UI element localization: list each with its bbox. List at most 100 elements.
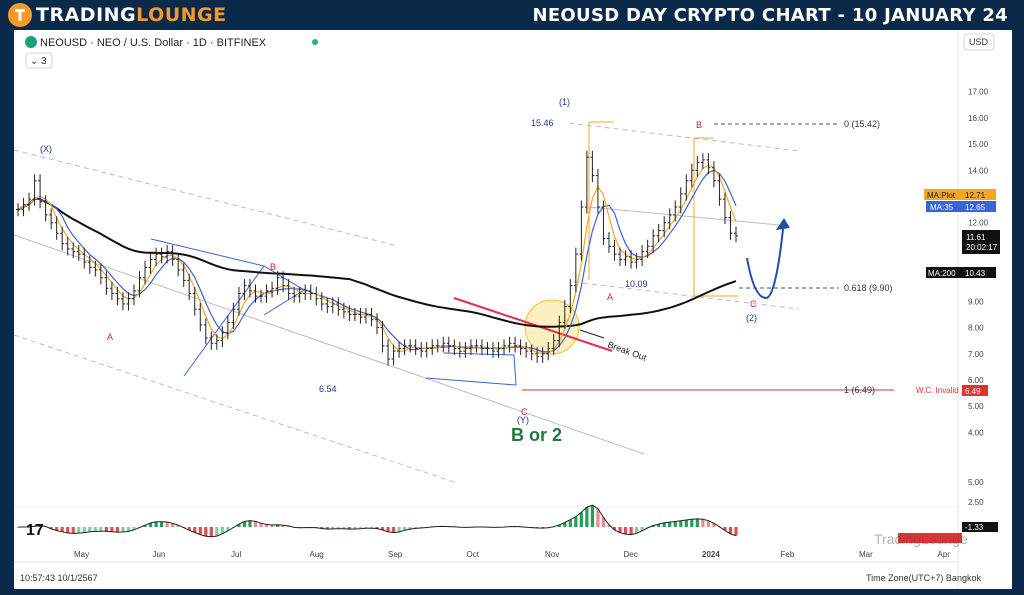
price-chart[interactable]: NEOUSD · NEO / U.S. Dollar · 1D · BITFIN… [14, 30, 1012, 589]
oscillator-bar [640, 527, 644, 531]
wave-degree-label: B or 2 [511, 425, 562, 445]
x-tick-label: Mar [859, 550, 873, 559]
oscillator-bar [612, 527, 617, 530]
oscillator-bar [121, 527, 125, 533]
oscillator-bar [82, 527, 86, 533]
oscillator-bar [242, 521, 247, 527]
oscillator-bar [618, 527, 622, 533]
oscillator-bar [668, 522, 672, 527]
svg-text:MA:200: MA:200 [928, 269, 956, 278]
oscillator-bar [253, 521, 258, 527]
x-tick-label: Sep [388, 550, 403, 559]
breakout-pointer [579, 329, 605, 339]
svg-text:W.C. Invalid: W.C. Invalid [916, 386, 959, 395]
oscillator-bar [408, 527, 412, 530]
oscillator-bar [71, 527, 75, 534]
oscillator-bar [662, 522, 666, 527]
y-tick-label: 17.00 [968, 88, 989, 97]
oscillator-tick-label: -6.00 [968, 535, 987, 544]
wave-label-b1: B [270, 262, 276, 272]
oscillator-bar [209, 527, 213, 537]
oscillator-bar [397, 527, 401, 532]
oscillator-bar [148, 523, 153, 527]
candles [16, 150, 738, 366]
oscillator-bar [590, 505, 594, 527]
oscillator-bar [115, 527, 120, 533]
invalidation-badge: W.C. Invalid 6.49 [916, 385, 988, 396]
oscillator-bar [347, 527, 351, 530]
oscillator-bar [176, 525, 180, 527]
oscillator-bar [690, 519, 694, 527]
breakout-trendline [453, 297, 613, 352]
wave-label-1: (1) [559, 97, 570, 107]
wave-label-a1: A [107, 332, 113, 342]
oscillator-bar [171, 523, 175, 527]
oscillator-bar [563, 522, 567, 527]
oscillator-bar [187, 527, 191, 531]
oscillator-value-badge [962, 522, 998, 532]
ma35-badge: MA:35 12.65 [926, 201, 996, 212]
oscillator-bar [701, 519, 705, 527]
oscillator-bar [342, 527, 346, 529]
oscillator-bar [66, 527, 70, 533]
oscillator-bar [679, 520, 683, 527]
oscillator-bar [734, 527, 738, 536]
oscillator-bar [684, 520, 688, 527]
oscillator-bar [657, 524, 661, 527]
oscillator-bar [55, 527, 59, 531]
x-tick-label: Dec [624, 550, 638, 559]
oscillator-bar [336, 527, 340, 529]
oscillator-bar [93, 527, 97, 532]
fib-label-0618: 0.618 (9.90) [844, 283, 893, 293]
svg-text:12.65: 12.65 [965, 203, 986, 212]
ma-plot-badge: MA:Plot 12.71 [924, 189, 996, 200]
oscillator-bar [132, 527, 136, 530]
x-tick-label: Feb [781, 550, 795, 559]
oscillator-histogram [16, 504, 738, 538]
x-axis: May Jun Jul Aug Sep Oct Nov Dec 2024 Feb Mar Apr [74, 550, 950, 559]
timezone-label[interactable]: Time Zone(UTC+7) Bangkok [866, 573, 981, 583]
oscillator-tick-label: 2.50 [968, 498, 984, 507]
indicator-toggle[interactable] [25, 52, 53, 69]
x-tick-label: Nov [545, 550, 559, 559]
timestamp: 10:57:43 10/1/2567 [20, 573, 98, 583]
y-tick-label: 4.00 [968, 428, 984, 437]
oscillator-bar [353, 527, 357, 530]
arrow-head-icon [776, 218, 790, 230]
oscillator-bar [270, 524, 274, 527]
oscillator-bar [651, 525, 655, 527]
oscillator-bar [331, 527, 335, 529]
oscillator-bar [215, 527, 219, 537]
oscillator-bar [264, 524, 269, 527]
y-axis: 17.0016.0015.0014.0013.0012.0011.0010.00… [968, 88, 989, 438]
oscillator-bar [596, 508, 600, 527]
oscillator-bar [574, 516, 578, 527]
oscillator-bar [99, 527, 103, 532]
x-tick-label: 2024 [702, 550, 720, 559]
fib-label-1: 1 (6.49) [844, 385, 875, 395]
oscillator-bar [88, 527, 92, 532]
oscillator-bar [403, 527, 407, 531]
wave-label-c-y: C [521, 407, 528, 417]
logo[interactable]: TRADINGLOUNGE [8, 3, 227, 27]
logo-icon [8, 3, 32, 27]
oscillator-bar [386, 527, 390, 532]
currency-selector[interactable] [963, 33, 995, 51]
header-bar: TRADINGLOUNGE NEOUSD DAY CRYPTO CHART - … [0, 0, 1024, 30]
page-title: NEOUSD DAY CRYPTO CHART - 10 JANUARY 24 [532, 5, 1008, 26]
y-tick-label: 5.00 [968, 402, 984, 411]
breakout-label: Break Out [606, 339, 648, 362]
oscillator-bar [579, 512, 583, 527]
oscillator-bar [104, 527, 108, 532]
wave-label-2: (2) [746, 313, 757, 323]
chart-panel[interactable]: NEOUSD · NEO / U.S. Dollar · 1D · BITFIN… [14, 30, 1012, 589]
oscillator-bar [364, 527, 368, 529]
oscillator-bar [248, 520, 252, 527]
y-tick-label: 8.00 [968, 324, 984, 333]
oscillator-bar [143, 525, 147, 527]
oscillator-bar [673, 521, 677, 527]
oscillator-axis: 5.00 2.50 -6.00 [968, 478, 987, 544]
y-tick-label: 12.00 [968, 219, 989, 228]
watermark: TradingLounge [874, 531, 968, 547]
svg-text:-1.33: -1.33 [965, 523, 984, 532]
